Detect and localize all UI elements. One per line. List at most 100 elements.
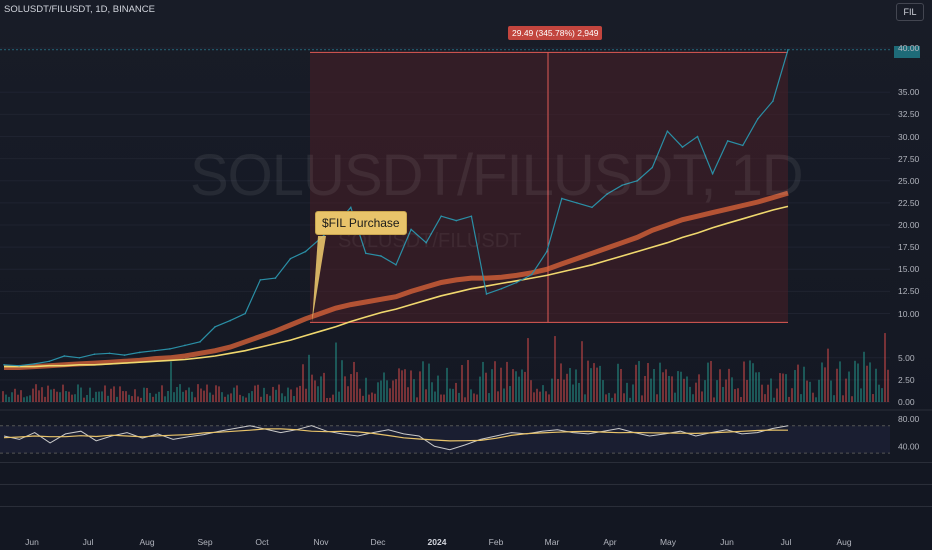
x-tick-9: Mar: [544, 537, 560, 547]
volume-bar: [521, 369, 523, 402]
volume-bar: [101, 391, 103, 402]
volume-bar: [653, 368, 655, 402]
volume-bar: [500, 367, 502, 402]
price-point: [184, 344, 186, 347]
volume-bar: [242, 396, 244, 402]
volume-bar: [773, 397, 775, 402]
volume-bar: [632, 384, 634, 402]
volume-bar: [590, 368, 592, 402]
volume-bar: [131, 396, 133, 402]
volume-bar: [788, 396, 790, 402]
price-point: [621, 184, 623, 186]
volume-bar: [203, 390, 205, 402]
volume-bar: [692, 394, 694, 402]
volume-bar: [11, 392, 13, 402]
volume-bar: [413, 379, 415, 402]
volume-bar: [308, 354, 310, 402]
x-tick-13: Jul: [780, 537, 792, 547]
price-point: [726, 140, 729, 142]
volume-bar: [614, 393, 616, 402]
price-point: [455, 219, 458, 222]
volume-bar: [644, 375, 646, 402]
volume-bar: [380, 380, 382, 402]
price-point: [78, 356, 81, 359]
volume-bar: [443, 394, 445, 402]
volume-bar: [608, 392, 610, 402]
volume-bar: [329, 397, 331, 402]
volume-bar: [86, 394, 88, 402]
volume-bar: [605, 394, 607, 402]
volume-bar: [353, 361, 355, 402]
volume-bar: [536, 388, 538, 402]
x-tick-5: Nov: [313, 537, 329, 547]
volume-bar: [860, 388, 862, 402]
y-tick-9: 15.00: [898, 264, 920, 275]
volume-bar: [8, 396, 10, 402]
volume-bar: [98, 391, 100, 402]
volume-bar: [887, 369, 889, 402]
volume-bar: [212, 394, 214, 402]
y-tick-10: 12.50: [898, 286, 920, 297]
price-point: [561, 197, 563, 200]
volume-bar: [62, 384, 64, 402]
volume-bar: [545, 391, 547, 402]
volume-bar: [491, 369, 493, 402]
volume-bar: [287, 387, 289, 402]
volume-bar: [407, 387, 409, 402]
volume-bar: [320, 376, 322, 402]
volume-bar: [671, 376, 673, 402]
x-tick-11: May: [659, 537, 677, 547]
x-tick-1: Jul: [82, 537, 94, 547]
volume-bar: [527, 338, 529, 402]
volume-bar: [701, 391, 703, 402]
volume-bar: [617, 363, 619, 402]
volume-bar: [695, 382, 697, 402]
volume-bar: [80, 387, 82, 402]
price-point: [349, 206, 352, 209]
price-point: [395, 264, 397, 266]
volume-bar: [155, 393, 157, 402]
volume-bar: [371, 392, 373, 402]
symbol-box[interactable]: FIL: [896, 3, 924, 21]
volume-bar: [68, 391, 70, 402]
volume-bar: [143, 387, 145, 402]
volume-bar: [680, 371, 682, 402]
y-tick-8: 17.50: [898, 242, 920, 253]
volume-bar: [404, 369, 406, 402]
volume-bar: [548, 394, 550, 402]
volume-bar: [764, 394, 766, 402]
volume-bar: [878, 384, 880, 402]
volume-bar: [659, 362, 661, 402]
y-tick-1: 35.00: [898, 87, 920, 98]
volume-bar: [428, 363, 430, 402]
volume-bar: [662, 372, 664, 402]
volume-bar: [122, 391, 124, 402]
price-point: [515, 281, 518, 284]
price-point: [199, 341, 201, 343]
volume-bar: [389, 388, 391, 402]
volume-bar: [782, 373, 784, 402]
volume-bar: [263, 387, 265, 402]
volume-bar: [434, 391, 436, 402]
volume-bar: [578, 382, 580, 402]
volume-bar: [269, 395, 271, 402]
volume-bar: [689, 386, 691, 402]
volume-bar: [410, 370, 412, 402]
volume-bar: [458, 392, 460, 402]
volume-bar: [839, 361, 841, 402]
volume-bar: [365, 377, 367, 402]
volume-bar: [359, 388, 361, 402]
volume-bar: [200, 388, 202, 402]
volume-bar: [401, 370, 403, 402]
volume-bar: [416, 397, 418, 402]
volume-bar: [113, 386, 115, 402]
volume-bar: [836, 368, 838, 402]
volume-bar: [779, 373, 781, 402]
price-point: [229, 319, 231, 322]
volume-bar: [341, 360, 343, 402]
fil-purchase-callout[interactable]: $FIL Purchase: [315, 211, 407, 235]
volume-bar: [209, 392, 211, 402]
price-point: [651, 166, 654, 169]
volume-bar: [596, 367, 598, 402]
price-point: [304, 250, 307, 253]
